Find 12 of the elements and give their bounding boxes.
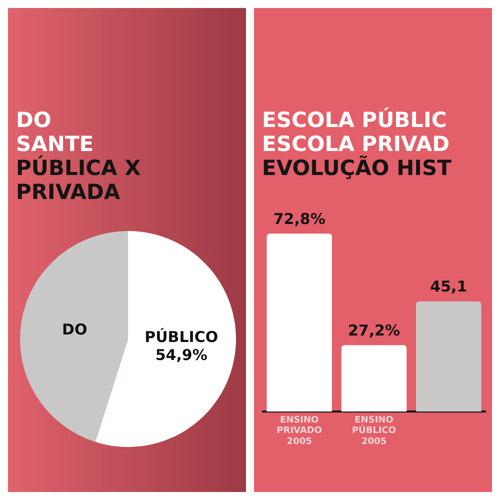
data-label: 45,1 xyxy=(430,278,468,296)
data-label: 54,9% xyxy=(155,346,208,364)
chart-subtitle: EVOLUÇÃO HIST xyxy=(262,156,452,180)
slice-label: DO xyxy=(62,320,88,339)
x-tick-label: ENSINO PÚBLICO 2005 xyxy=(352,415,396,447)
slice-label: PÚBLICO xyxy=(144,328,218,346)
chart-title: ESCOLA PÚBLIC ESCOLA PRIVAD xyxy=(262,108,451,156)
chart-title: DO SANTE xyxy=(16,108,94,156)
chart-subtitle: PÚBLICA X PRIVADA xyxy=(16,156,142,204)
data-label: 72,8% xyxy=(273,210,326,228)
data-label: 27,2% xyxy=(348,321,400,340)
x-tick-label: ENSINO PRIVADO 2005 xyxy=(276,415,322,447)
